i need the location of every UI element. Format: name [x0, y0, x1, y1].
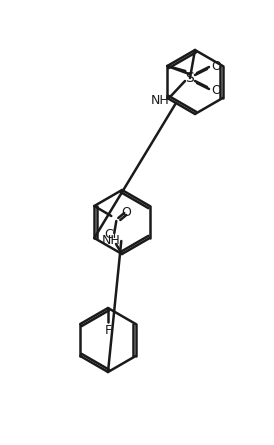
- Text: F: F: [104, 324, 112, 336]
- Text: O: O: [211, 84, 221, 97]
- Text: S: S: [185, 71, 194, 85]
- Text: NH: NH: [102, 235, 121, 247]
- Text: NH: NH: [151, 93, 169, 106]
- Text: Cl: Cl: [104, 228, 116, 242]
- Text: O: O: [211, 60, 221, 73]
- Text: O: O: [121, 206, 131, 219]
